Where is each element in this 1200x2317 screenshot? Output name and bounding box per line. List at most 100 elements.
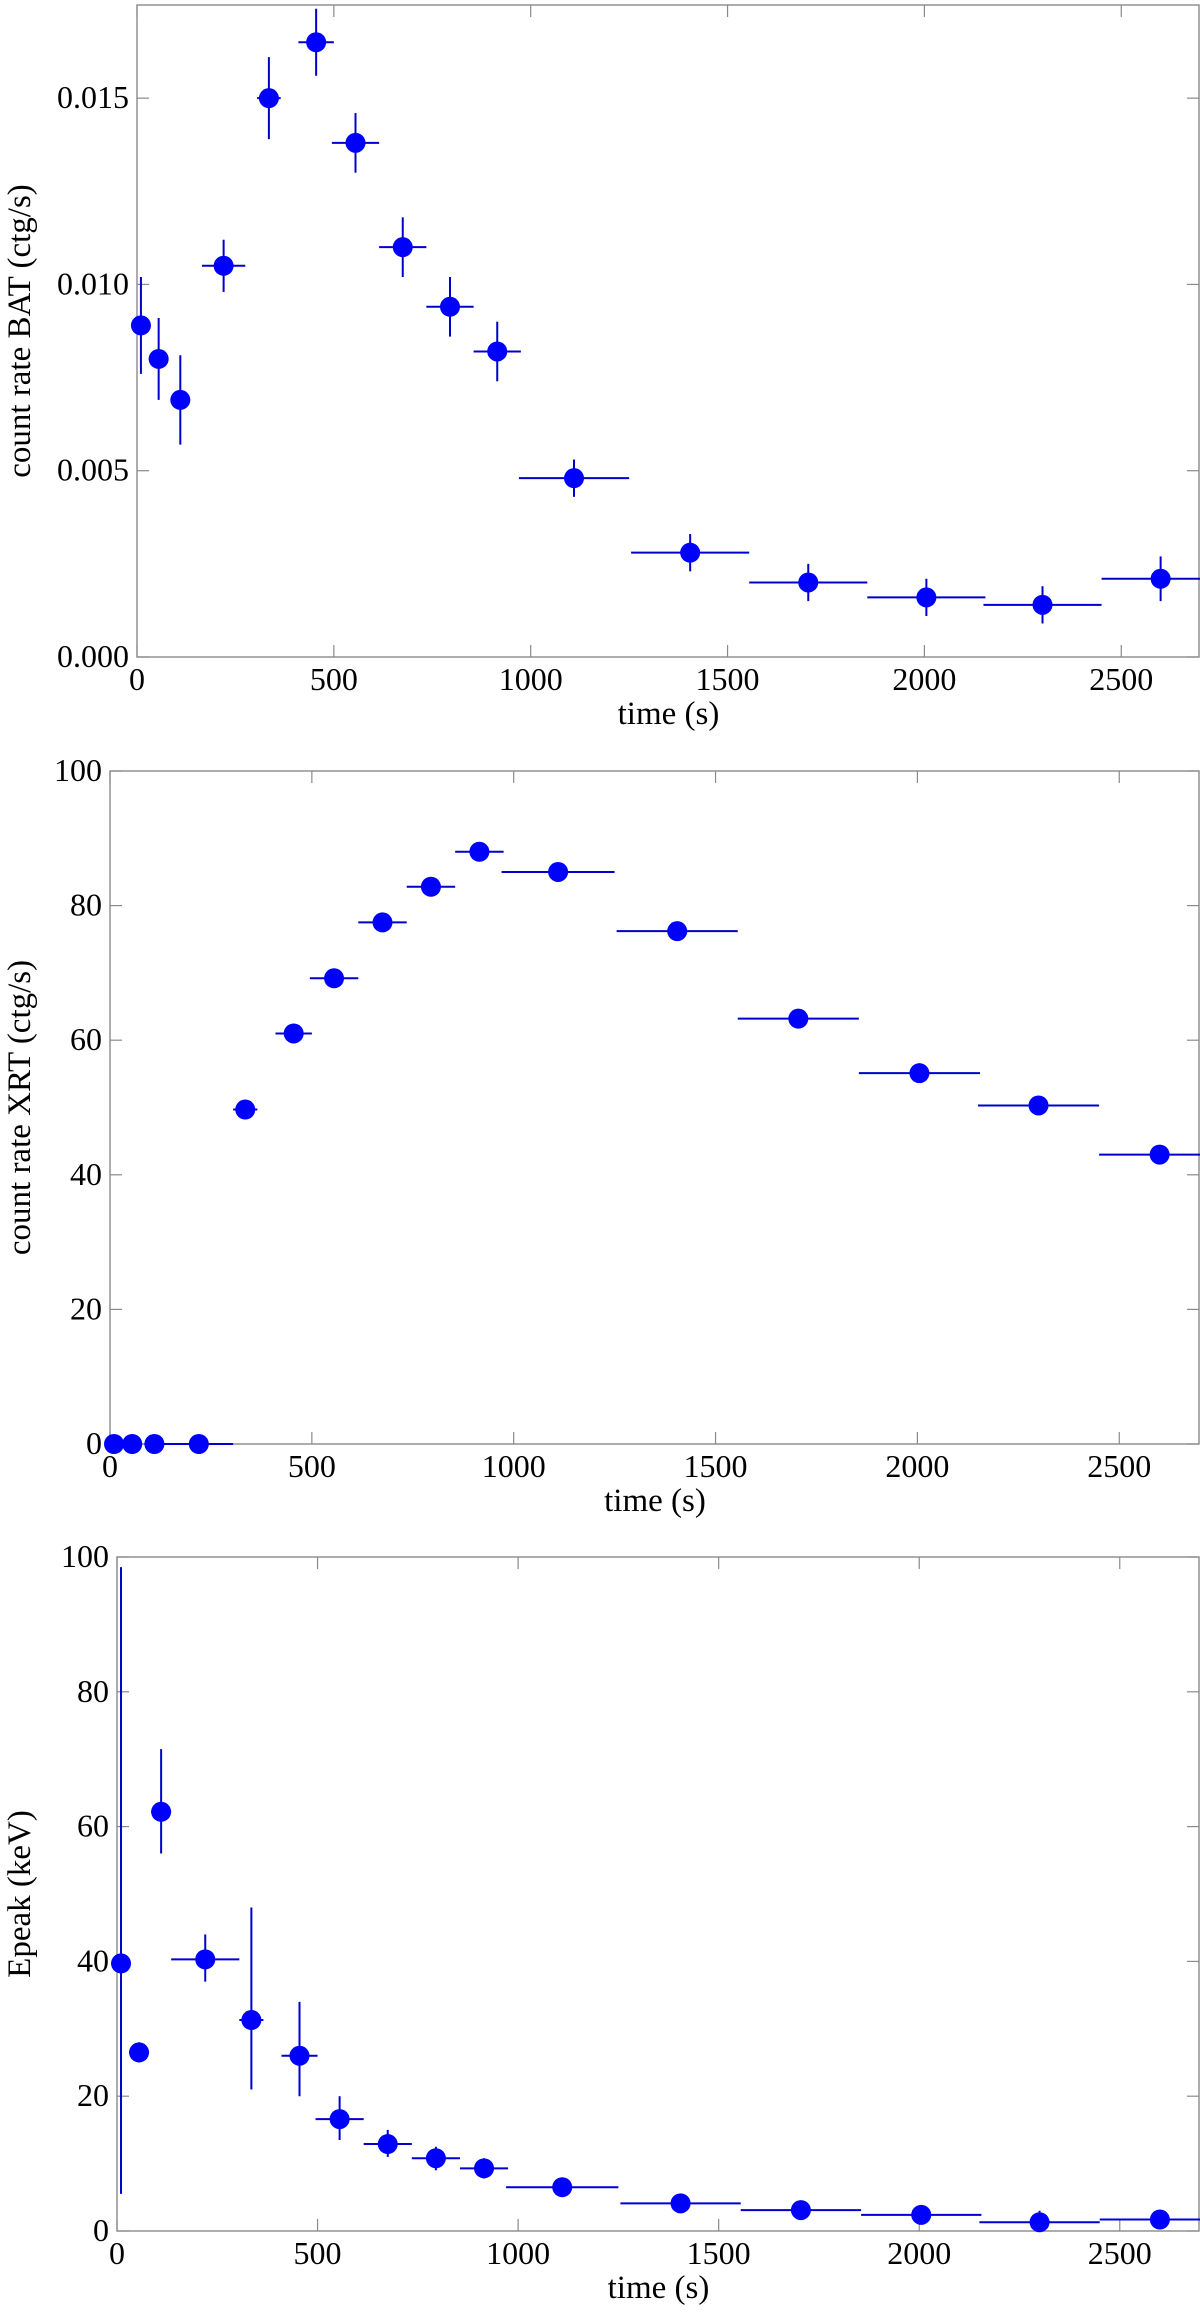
epeak-y-tick-label: 60 bbox=[77, 1808, 109, 1844]
epeak-data-point-1 bbox=[111, 1567, 132, 2194]
epeak-data-point-16 bbox=[1099, 2209, 1200, 2230]
epeak-marker bbox=[1029, 2212, 1050, 2233]
bat-marker bbox=[564, 468, 585, 489]
xrt-x-tick-label: 1000 bbox=[482, 1448, 546, 1484]
epeak-marker bbox=[329, 2109, 350, 2130]
epeak-x-axis-label: time (s) bbox=[608, 2270, 710, 2306]
xrt-marker bbox=[144, 1434, 165, 1454]
epeak-x-tick-label: 500 bbox=[294, 2235, 342, 2271]
epeak-y-tick-label: 40 bbox=[77, 1942, 109, 1978]
bat-x-tick-label: 500 bbox=[310, 661, 358, 697]
bat-marker bbox=[130, 315, 151, 336]
xrt-data-point-11 bbox=[501, 861, 615, 882]
epeak-marker bbox=[129, 2042, 150, 2063]
xrt-x-tick-label: 500 bbox=[288, 1448, 336, 1484]
xrt-x-tick-label: 2500 bbox=[1087, 1448, 1151, 1484]
epeak-data-point-14 bbox=[861, 2204, 982, 2225]
xrt-marker bbox=[372, 912, 393, 933]
xrt-data-point-9 bbox=[406, 876, 456, 897]
xrt-data-point-2 bbox=[122, 1434, 143, 1454]
epeak-marker bbox=[195, 1949, 216, 1970]
xrt-panel: 0 500 1000 1500 2000 2500 0 20 40 60 80 100 time (s)… bbox=[2, 752, 1200, 1519]
bat-x-tick-label: 1500 bbox=[696, 661, 760, 697]
bat-marker bbox=[345, 132, 366, 153]
bat-data-point-2 bbox=[148, 317, 169, 400]
bat-marker bbox=[798, 572, 819, 593]
epeak-data-point-6 bbox=[281, 2001, 318, 2097]
xrt-data-point-1 bbox=[104, 1434, 125, 1454]
epeak-marker bbox=[670, 2193, 691, 2214]
xrt-marker bbox=[1028, 1095, 1049, 1116]
epeak-marker bbox=[1149, 2209, 1170, 2230]
epeak-data-point-12 bbox=[620, 2193, 741, 2214]
bat-y-tick-label: 0.010 bbox=[57, 265, 129, 301]
bat-data-point-1 bbox=[130, 276, 151, 374]
epeak-marker bbox=[377, 2134, 398, 2155]
bat-plot-frame bbox=[136, 4, 1200, 658]
xrt-marker bbox=[235, 1099, 256, 1120]
xrt-data-point-4 bbox=[164, 1434, 234, 1454]
xrt-y-tick-label: 80 bbox=[70, 887, 102, 923]
epeak-plot-frame bbox=[116, 1556, 1200, 2232]
bat-data-point-13 bbox=[749, 563, 868, 602]
xrt-plot-frame bbox=[109, 770, 1200, 1445]
xrt-marker bbox=[788, 1008, 809, 1029]
epeak-data-point-7 bbox=[315, 2096, 364, 2141]
epeak-data-point-2 bbox=[129, 2042, 150, 2063]
xrt-data-point-14 bbox=[858, 1063, 980, 1084]
bat-data-point-14 bbox=[867, 578, 986, 617]
bat-x-tick-label: 1000 bbox=[499, 661, 563, 697]
xrt-x-tick-label: 0 bbox=[102, 1448, 118, 1484]
bat-marker bbox=[306, 32, 327, 53]
epeak-data-point-3 bbox=[151, 1749, 172, 1854]
xrt-data-point-5 bbox=[233, 1099, 258, 1120]
epeak-data-point-5 bbox=[239, 1907, 264, 2090]
bat-data-point-3 bbox=[170, 355, 191, 445]
bat-x-tick-label: 2000 bbox=[892, 661, 956, 697]
xrt-marker bbox=[1149, 1144, 1170, 1165]
xrt-marker bbox=[420, 876, 441, 897]
epeak-marker bbox=[241, 2010, 262, 2031]
xrt-data-point-6 bbox=[275, 1023, 312, 1044]
xrt-data-point-15 bbox=[977, 1095, 1100, 1116]
bat-x-axis-label: time (s) bbox=[618, 696, 720, 732]
epeak-data-point-13 bbox=[740, 2200, 862, 2221]
xrt-y-tick-label: 100 bbox=[54, 752, 102, 788]
bat-y-tick-label: 0.005 bbox=[57, 452, 129, 488]
xrt-marker bbox=[324, 968, 345, 989]
xrt-y-tick-label: 20 bbox=[70, 1290, 102, 1326]
bat-marker bbox=[1150, 568, 1171, 589]
xrt-y-axis-label: count rate XRT (ctg/s) bbox=[2, 960, 38, 1255]
xrt-data-point-3 bbox=[144, 1434, 165, 1454]
bat-y-axis-label: count rate BAT (ctg/s) bbox=[2, 184, 38, 478]
epeak-data-point-9 bbox=[411, 2146, 460, 2171]
epeak-y-tick-label: 100 bbox=[61, 1538, 109, 1574]
bat-data-point-7 bbox=[331, 113, 380, 173]
bat-marker bbox=[487, 341, 508, 362]
xrt-x-tick-label: 1500 bbox=[684, 1448, 748, 1484]
xrt-data-point-7 bbox=[309, 968, 359, 989]
bat-marker bbox=[439, 296, 460, 317]
xrt-x-tick-label: 2000 bbox=[885, 1448, 949, 1484]
epeak-data-point-11 bbox=[506, 2177, 619, 2198]
bat-y-tick-label: 0.000 bbox=[57, 638, 129, 674]
xrt-data-point-8 bbox=[358, 912, 407, 933]
bat-data-point-4 bbox=[201, 239, 246, 292]
bat-y-tick-label: 0.015 bbox=[57, 79, 129, 115]
bat-marker bbox=[258, 88, 279, 109]
bat-x-tick-label: 0 bbox=[129, 661, 145, 697]
epeak-data-point-10 bbox=[459, 2158, 509, 2179]
epeak-marker bbox=[151, 1801, 172, 1822]
bat-marker bbox=[1032, 594, 1053, 615]
epeak-data-point-8 bbox=[363, 2129, 412, 2157]
bat-data-point-16 bbox=[1101, 556, 1200, 602]
epeak-y-tick-label: 20 bbox=[77, 2077, 109, 2113]
epeak-marker bbox=[474, 2158, 495, 2179]
xrt-data-point-16 bbox=[1099, 1144, 1200, 1165]
bat-marker bbox=[680, 542, 701, 563]
xrt-marker bbox=[104, 1434, 125, 1454]
epeak-y-axis-label: Epeak (keV) bbox=[2, 1810, 38, 1978]
xrt-x-axis-label: time (s) bbox=[604, 1483, 706, 1519]
bat-x-tick-label: 2500 bbox=[1089, 661, 1153, 697]
